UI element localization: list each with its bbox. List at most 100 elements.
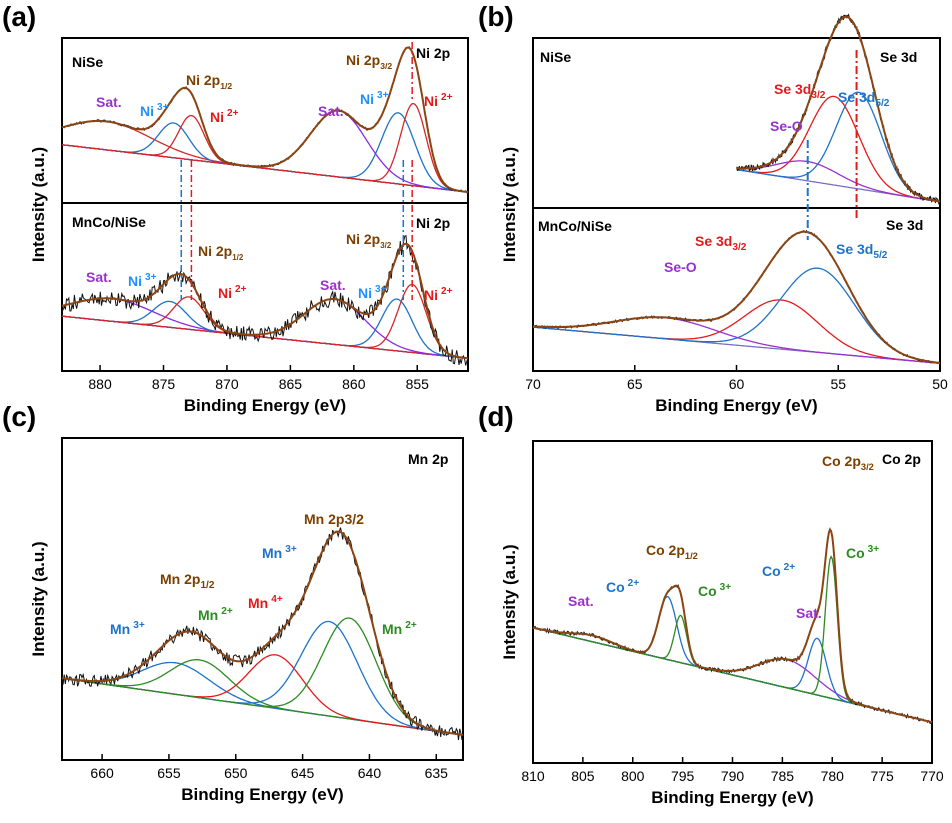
peak-annotation: Ni 2p1/2 [186,72,232,91]
peak-annotation: Ni 2p3/2 [346,52,392,71]
fit-peak [61,283,469,359]
x-axis-title: Binding Energy (eV) [184,396,346,415]
raw-spectrum [61,46,469,194]
panel-a: (a) 880 875 870 865 860 855 Binding Energy (eV)… [2,1,469,415]
subplot-label: MnCo/NiSe [72,214,146,230]
x-tick-label: 655 [157,765,181,781]
subplot-title: Ni 2p [416,215,450,231]
peak-annotation: Se-O [770,118,803,134]
fit-peak [736,160,941,203]
fit-envelope [532,527,933,724]
fit-peak [61,102,469,193]
peak-annotation: Sat. [796,605,822,621]
x-tick-label: 860 [342,376,366,392]
x-axis-title: Binding Energy (eV) [651,788,813,807]
peak-annotation: Ni 2+ [210,108,239,125]
chart-title: Co 2p [882,451,921,467]
panel-letter: (a) [2,1,36,32]
x-tick-label: 870 [215,376,239,392]
peak-annotation: Mn 4+ [248,594,283,611]
peak-annotation: Ni 3+ [128,272,157,289]
peak-annotation: Ni 3+ [360,90,389,107]
fit-envelope [61,530,464,736]
raw-spectrum [61,527,464,742]
subplot-label: MnCo/NiSe [538,218,612,234]
x-tick-label: 770 [920,768,944,784]
raw-spectrum [532,527,933,724]
fit-peak [61,661,464,736]
panel-d: (d) 810 805 800 795 790 785 780 775 770 Binding En… [478,401,944,807]
x-tick-label: 800 [621,768,645,784]
x-tick-label: 810 [521,768,545,784]
fit-peak [61,617,464,736]
peak-annotation: Ni 3+ [140,102,169,119]
peak-annotation: Se 3d3/2 [695,233,747,253]
x-tick-label: 805 [571,768,595,784]
x-tick-label: 790 [721,768,745,784]
x-tick-label: 780 [821,768,845,784]
peak-annotation: Ni 2+ [218,284,247,301]
peak-annotation: Co 2p1/2 [646,542,698,561]
x-axis-title: Binding Energy (eV) [655,396,817,415]
fit-peak [532,267,941,364]
peak-annotation: Se 3d5/2 [836,241,888,261]
panel-letter: (b) [478,1,514,32]
peak-annotation: Mn 2p1/2 [160,571,215,591]
peak-annotation: Co 2p3/2 [822,453,874,472]
fit-peak [532,595,933,723]
raw-spectrum [61,235,469,366]
x-tick-label: 60 [729,376,745,392]
subplot-title: Se 3d [886,217,923,233]
x-tick-label: 880 [88,376,112,392]
panel-c: (c) 660 655 650 645 640 635 Binding Energy (eV)… [2,401,464,804]
x-tick-label: 795 [671,768,695,784]
peak-annotation: Mn 2p3/2 [304,511,364,527]
x-tick-label: 855 [406,376,430,392]
x-axis-title: Binding Energy (eV) [181,785,343,804]
x-tick-label: 55 [830,376,846,392]
x-tick-label: 65 [627,376,643,392]
fit-envelope [736,15,941,203]
panel-letter: (c) [2,401,36,432]
fit-envelope [61,242,469,360]
peak-annotation: Sat. [320,277,346,293]
subplot-label: NiSe [540,49,571,65]
peak-annotation: Co 3+ [698,582,731,599]
x-tick-label: 660 [90,765,114,781]
peak-annotation: Ni 2p1/2 [198,243,244,262]
plot-frame [61,37,469,372]
peak-annotation: Mn 2+ [198,606,233,623]
fit-envelope [61,46,469,194]
x-tick-label: 650 [224,765,248,781]
peak-annotation: Ni 2+ [424,92,453,109]
x-tick-label: 875 [152,376,176,392]
x-tick-label: 50 [932,376,948,392]
x-tick-label: 775 [870,768,894,784]
plot-frame [61,437,464,761]
peak-annotation: Sat. [568,593,594,609]
subplot-title: Ni 2p [416,45,450,61]
subplot-label: NiSe [72,54,103,70]
peak-annotation: Mn 2+ [382,620,417,637]
subplot-title: Se 3d [880,49,917,65]
fit-peak [736,95,941,203]
chart-title: Mn 2p [408,451,448,467]
y-axis-title: Intensity (a.u.) [29,541,48,656]
peak-annotation: Ni 3+ [358,284,387,301]
peak-annotation: Sat. [96,94,122,110]
plot-frame [532,37,941,372]
peak-annotation: Sat. [86,269,112,285]
peak-annotation: Se-O [664,259,697,275]
x-tick-label: 635 [425,765,449,781]
fit-peak [532,299,941,364]
panel-b: (b) 70 65 60 55 50 Binding Energy (eV) Intensit… [478,1,948,415]
panel-letter: (d) [478,401,514,432]
peak-annotation: Co 3+ [846,544,879,561]
peak-annotation: Mn 3+ [262,544,297,561]
peak-annotation: Se 3d5/2 [838,89,890,109]
peak-annotation: Co 2+ [762,562,795,579]
peak-annotation: Ni 2+ [424,286,453,303]
fit-envelope [532,230,941,364]
x-tick-label: 70 [525,376,541,392]
peak-annotation: Co 2+ [606,578,639,595]
